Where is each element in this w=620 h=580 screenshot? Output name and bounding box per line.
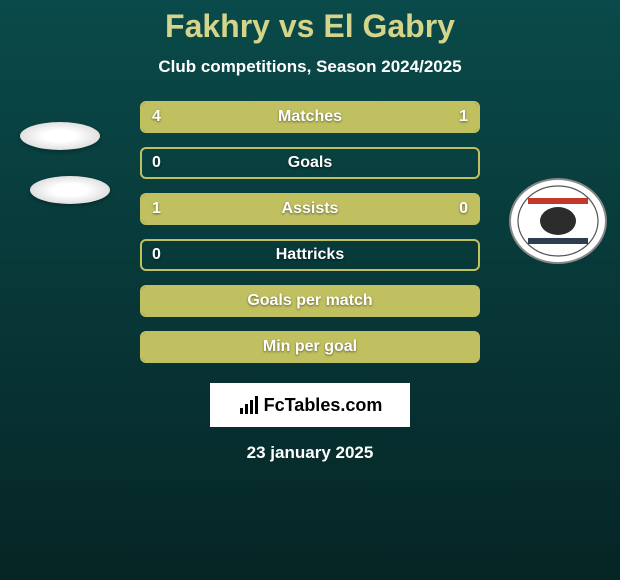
comparison-infographic: Fakhry vs El Gabry Club competitions, Se… [0,0,620,580]
stats-area: 4Matches10Goals1Assists00HattricksGoals … [0,101,620,363]
stat-value-right: 1 [459,108,468,126]
brand-logo: FcTables.com [210,383,410,427]
stat-row: 4Matches1 [140,101,480,133]
stat-row: 1Assists0 [140,193,480,225]
stat-label: Hattricks [142,246,478,264]
stat-row: Min per goal [140,331,480,363]
page-subtitle: Club competitions, Season 2024/2025 [158,57,461,77]
brand-label: FcTables.com [264,395,383,416]
stat-label: Assists [142,200,478,218]
date-label: 23 january 2025 [247,443,374,463]
page-title: Fakhry vs El Gabry [165,8,455,45]
stat-label: Matches [142,108,478,126]
stat-label: Goals per match [142,292,478,310]
stat-label: Goals [142,154,478,172]
stat-row: Goals per match [140,285,480,317]
chart-icon [238,394,260,416]
stat-row: 0Hattricks [140,239,480,271]
stat-row: 0Goals [140,147,480,179]
brand-text: FcTables.com [238,394,383,416]
stat-value-right: 0 [459,200,468,218]
stat-label: Min per goal [142,338,478,356]
